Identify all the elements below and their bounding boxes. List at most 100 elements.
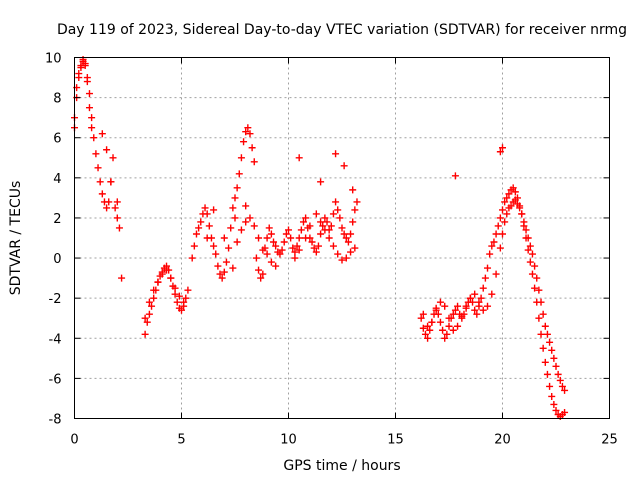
data-point bbox=[336, 214, 344, 222]
y-tick-label: 0 bbox=[53, 252, 61, 267]
data-point bbox=[451, 306, 459, 314]
data-point bbox=[554, 370, 562, 378]
data-point bbox=[526, 258, 534, 266]
data-point bbox=[312, 248, 320, 256]
data-point bbox=[229, 204, 237, 212]
data-point bbox=[546, 338, 554, 346]
data-point bbox=[98, 130, 106, 138]
grid-lines bbox=[74, 57, 610, 419]
data-point bbox=[488, 290, 496, 298]
data-point bbox=[242, 202, 250, 210]
data-point bbox=[143, 318, 151, 326]
data-point bbox=[528, 270, 536, 278]
data-point bbox=[171, 284, 179, 292]
data-point bbox=[548, 392, 556, 400]
data-point bbox=[503, 210, 511, 218]
data-point bbox=[469, 298, 477, 306]
y-tick-label: 4 bbox=[53, 172, 61, 187]
data-point bbox=[285, 226, 292, 234]
data-point bbox=[462, 302, 470, 310]
data-point bbox=[214, 262, 222, 270]
data-point bbox=[276, 250, 284, 258]
data-point bbox=[445, 322, 453, 330]
data-point bbox=[188, 254, 196, 262]
data-point bbox=[344, 238, 352, 246]
x-axis-label: GPS time / hours bbox=[283, 458, 400, 474]
data-point bbox=[511, 188, 519, 196]
data-point bbox=[441, 334, 449, 342]
data-point bbox=[263, 250, 271, 258]
data-point bbox=[353, 198, 361, 206]
data-point bbox=[105, 198, 113, 206]
data-point bbox=[150, 286, 158, 294]
data-point bbox=[210, 242, 218, 250]
data-point bbox=[218, 274, 226, 282]
data-point bbox=[533, 274, 541, 282]
y-tick-label: 10 bbox=[45, 52, 62, 67]
data-point bbox=[524, 234, 532, 242]
data-point bbox=[231, 214, 239, 222]
y-tick-label: 8 bbox=[53, 92, 61, 107]
data-point bbox=[436, 318, 444, 326]
data-point bbox=[475, 298, 483, 306]
data-point bbox=[115, 224, 123, 232]
data-point bbox=[225, 244, 233, 252]
data-point bbox=[246, 214, 254, 222]
data-point bbox=[312, 210, 320, 218]
data-point bbox=[148, 302, 156, 310]
data-point bbox=[220, 234, 228, 242]
chart-title: Day 119 of 2023, Sidereal Day-to-day VTE… bbox=[57, 22, 627, 38]
data-point bbox=[246, 130, 254, 138]
data-point bbox=[257, 274, 265, 282]
data-point bbox=[259, 270, 267, 278]
x-tick-label: 20 bbox=[494, 433, 511, 448]
data-point bbox=[526, 242, 534, 250]
data-point bbox=[310, 244, 318, 252]
data-point bbox=[439, 326, 447, 334]
y-axis-label: SDTVAR / TECUs bbox=[8, 181, 24, 296]
data-point bbox=[449, 310, 457, 318]
data-point bbox=[293, 242, 301, 250]
data-point bbox=[490, 238, 498, 246]
data-point bbox=[321, 214, 329, 222]
y-tick-label: -8 bbox=[49, 413, 62, 428]
data-point bbox=[255, 266, 263, 274]
data-point bbox=[537, 298, 545, 306]
data-point bbox=[227, 224, 235, 232]
data-point bbox=[220, 268, 228, 276]
data-point bbox=[528, 250, 536, 258]
data-point bbox=[454, 322, 462, 330]
data-point bbox=[496, 214, 504, 222]
data-point bbox=[103, 146, 111, 154]
data-point bbox=[272, 242, 280, 250]
data-point bbox=[240, 138, 248, 146]
data-point bbox=[302, 234, 310, 242]
data-point bbox=[248, 144, 256, 152]
data-point bbox=[88, 124, 96, 132]
data-point bbox=[499, 144, 506, 152]
data-point bbox=[317, 230, 325, 238]
data-point bbox=[451, 172, 459, 180]
data-point bbox=[109, 154, 117, 162]
data-point bbox=[541, 322, 549, 330]
data-point bbox=[454, 302, 462, 310]
y-tick-label: -4 bbox=[49, 332, 62, 347]
data-point bbox=[524, 246, 532, 254]
data-point bbox=[349, 186, 357, 194]
data-point bbox=[141, 314, 149, 322]
data-point bbox=[466, 294, 474, 302]
data-point bbox=[531, 262, 539, 270]
data-point bbox=[496, 244, 504, 252]
data-point bbox=[449, 326, 457, 334]
data-point bbox=[516, 204, 524, 212]
y-tick-label: 6 bbox=[53, 132, 61, 147]
data-point bbox=[499, 230, 506, 238]
data-point bbox=[443, 330, 451, 338]
data-point bbox=[334, 206, 342, 214]
data-point bbox=[250, 158, 258, 166]
data-point bbox=[173, 298, 181, 306]
data-point bbox=[81, 60, 89, 68]
data-point bbox=[302, 214, 310, 222]
data-point bbox=[471, 306, 479, 314]
data-point bbox=[332, 150, 340, 158]
